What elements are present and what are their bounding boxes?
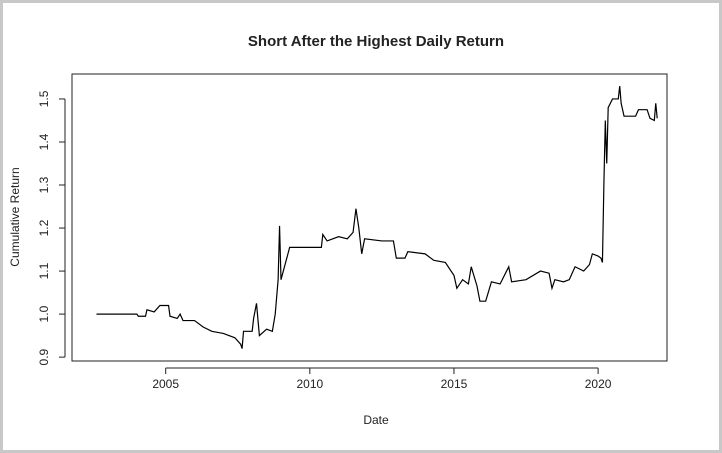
y-tick-label: 1.5 [37,90,51,107]
x-axis-label: Date [363,413,389,427]
x-tick-label: 2020 [585,377,612,391]
x-tick-label: 2015 [441,377,468,391]
x-tick-label: 2005 [152,377,179,391]
plot-box [71,73,668,362]
y-tick-label: 0.9 [37,348,51,365]
y-tick-label: 1.3 [37,176,51,193]
y-tick-label: 1.1 [37,262,51,279]
data-line [96,85,658,349]
x-tick-label: 2010 [296,377,323,391]
y-tick-label: 1.4 [37,133,51,150]
y-axis-label: Cumulative Return [8,167,22,266]
y-tick-label: 1.0 [37,305,51,322]
chart-title: Short After the Highest Daily Return [248,33,504,50]
y-tick-label: 1.2 [37,219,51,236]
